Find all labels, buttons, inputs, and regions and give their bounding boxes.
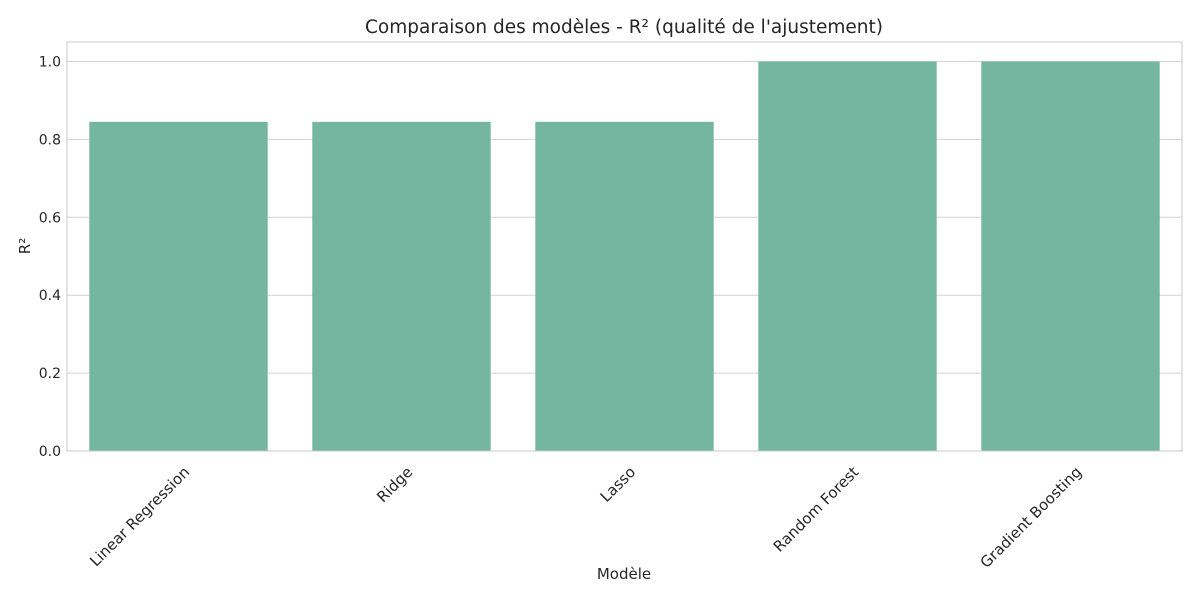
y-tick-label: 1.0	[39, 54, 61, 70]
y-tick-label: 0.0	[39, 444, 61, 460]
x-axis-label: Modèle	[597, 565, 651, 583]
bar-random-forest	[758, 61, 937, 451]
chart-title: Comparaison des modèles - R² (qualité de…	[365, 17, 883, 38]
bar-lasso	[535, 121, 714, 451]
y-tick-label: 0.2	[39, 366, 61, 382]
plot-frame	[66, 41, 1183, 452]
y-axis-label: R²	[16, 238, 34, 254]
y-tick-labels: 0.0 0.2 0.4 0.6 0.8 1.0	[39, 54, 61, 460]
bars	[89, 61, 1160, 451]
y-tick-label: 0.4	[39, 288, 61, 304]
y-tick-label: 0.6	[39, 210, 61, 226]
bar-gradient-boosting	[981, 61, 1160, 451]
bar-ridge	[312, 121, 491, 451]
y-tick-label: 0.8	[39, 132, 61, 148]
bar-linear-regression	[89, 121, 268, 451]
